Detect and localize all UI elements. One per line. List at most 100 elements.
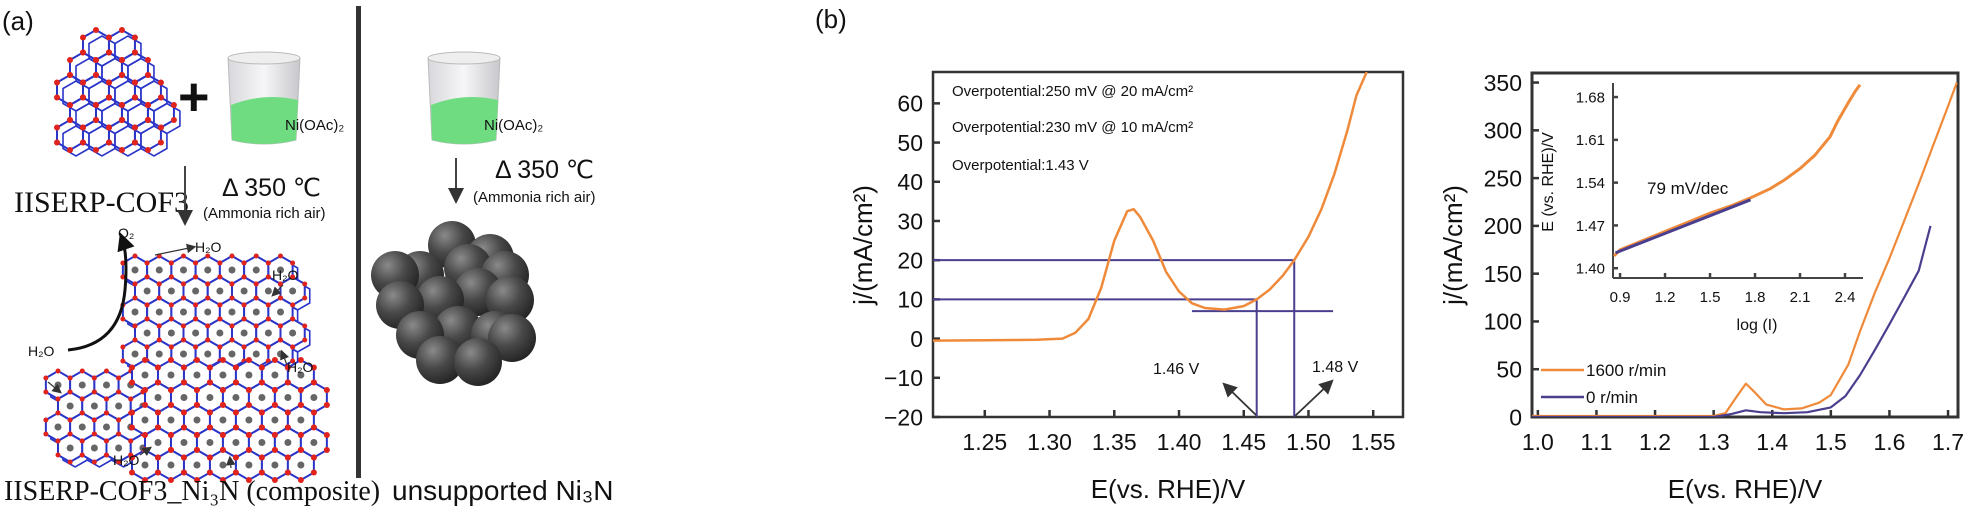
- atom: [67, 375, 73, 381]
- atom: [219, 432, 226, 438]
- ni3n-particle: [167, 329, 175, 337]
- atom: [129, 454, 136, 461]
- bond: [56, 118, 84, 152]
- atom: [118, 27, 125, 33]
- inset-x-tick-label: 2.4: [1835, 289, 1856, 306]
- y-tick-label: 100: [1484, 309, 1522, 335]
- inset-y-tick-label: 1.54: [1576, 175, 1605, 192]
- atom: [219, 387, 226, 393]
- ni3n-particle: [264, 329, 272, 337]
- annotation-overpotential-20: Overpotential:250 mV @ 20 mA/cm²: [952, 83, 1193, 100]
- atom: [168, 316, 174, 322]
- atom: [43, 417, 49, 423]
- y-tick-label: 50: [1496, 357, 1522, 383]
- y-tick-label: 0: [910, 326, 923, 352]
- atom: [232, 364, 239, 371]
- ni3n-particle: [143, 287, 151, 295]
- atom: [229, 337, 235, 343]
- atom: [232, 379, 239, 386]
- atom: [193, 447, 200, 453]
- atom: [116, 459, 122, 465]
- atom: [67, 57, 73, 63]
- legend-label-1600: 1600 r/min: [1586, 361, 1666, 380]
- atom: [193, 477, 200, 483]
- tafel-inset: E (vs. RHE)/V log (I) 79 mV/dec 0.9 1.2 1.…: [1540, 83, 1863, 334]
- atom: [79, 368, 85, 374]
- ni3n-particle: [167, 416, 175, 424]
- ni3n-particle: [276, 308, 284, 316]
- marker-arrow: [1294, 379, 1334, 417]
- atom: [193, 316, 199, 322]
- atom: [302, 337, 308, 343]
- ni3n-particle: [66, 444, 74, 452]
- ni3n-particle: [66, 402, 74, 410]
- ni3n-particle: [115, 444, 123, 452]
- atom: [129, 469, 136, 476]
- ni3n-particle: [155, 266, 163, 274]
- atom: [157, 124, 164, 131]
- atom: [167, 387, 174, 393]
- ni3n-particle: [131, 308, 139, 316]
- atom: [284, 409, 291, 416]
- x-tick-label: 1.30: [1027, 429, 1072, 455]
- atom: [219, 447, 226, 453]
- atom: [154, 469, 161, 476]
- atom: [79, 410, 85, 416]
- atom: [241, 274, 247, 280]
- atom: [157, 139, 164, 146]
- atom: [156, 281, 162, 287]
- atom: [154, 454, 161, 461]
- ni3n-particle: [155, 350, 163, 358]
- water-label: H₂O: [28, 343, 55, 359]
- atom: [142, 387, 148, 393]
- atom: [132, 253, 138, 259]
- atom: [302, 281, 308, 287]
- atom: [290, 316, 296, 322]
- ni3n-particle: [141, 371, 149, 379]
- cof3-structure-illustration: [54, 27, 181, 157]
- condition-label: Δ 350 ℃: [495, 156, 594, 184]
- atom: [205, 253, 211, 259]
- atom: [284, 469, 291, 476]
- inset-series-line-0: [1613, 83, 1862, 258]
- unsupported-product-label: unsupported Ni₃N: [392, 475, 614, 506]
- atom: [271, 387, 278, 393]
- atom: [131, 139, 138, 146]
- inset-x-tick-label: 2.1: [1790, 289, 1811, 306]
- atom: [290, 344, 296, 350]
- legend-label-0: 0 r/min: [1586, 388, 1638, 407]
- atom: [157, 79, 164, 86]
- atom: [180, 469, 187, 476]
- water-arrow: [271, 284, 284, 297]
- series-line-1600-r-min: [1532, 82, 1958, 417]
- atom: [277, 281, 283, 287]
- atom: [131, 49, 138, 56]
- atom: [290, 302, 296, 308]
- y-tick-label: −20: [884, 404, 923, 430]
- y-tick-label: 350: [1484, 70, 1522, 96]
- atom: [310, 379, 317, 386]
- atom: [258, 454, 265, 461]
- atom: [55, 368, 61, 374]
- ni3n-particle: [245, 461, 253, 469]
- x-tick-label: 1.1: [1580, 429, 1612, 455]
- atom: [91, 389, 97, 395]
- inset-series-line-1: [1614, 198, 1752, 255]
- atom: [258, 424, 265, 431]
- ni3n-particle: [54, 381, 62, 389]
- atom: [193, 260, 199, 266]
- ni3n-particle: [240, 329, 248, 337]
- atom: [217, 260, 223, 266]
- atom: [116, 375, 122, 381]
- atom: [168, 302, 174, 308]
- atom: [170, 102, 177, 108]
- ni3n-particle: [264, 287, 272, 295]
- ni3n-particle: [141, 461, 149, 469]
- plus-sign: +: [178, 67, 210, 127]
- atom: [103, 438, 109, 444]
- atom: [302, 295, 308, 301]
- x-tick-label: 1.45: [1221, 429, 1266, 455]
- atom: [105, 94, 112, 101]
- ni3n-sphere: [454, 338, 502, 386]
- atom: [54, 139, 61, 146]
